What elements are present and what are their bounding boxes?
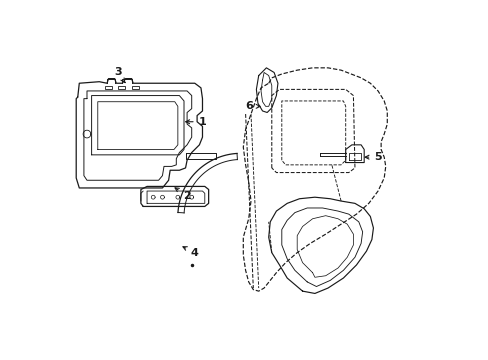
Text: 4: 4 — [183, 247, 198, 258]
Text: 6: 6 — [244, 101, 260, 111]
Text: 2: 2 — [175, 188, 191, 201]
Text: 3: 3 — [114, 67, 125, 83]
Bar — [104, 86, 112, 89]
Text: 5: 5 — [365, 152, 381, 162]
Bar — [118, 86, 125, 89]
Bar — [131, 86, 139, 89]
Text: 1: 1 — [185, 117, 206, 127]
